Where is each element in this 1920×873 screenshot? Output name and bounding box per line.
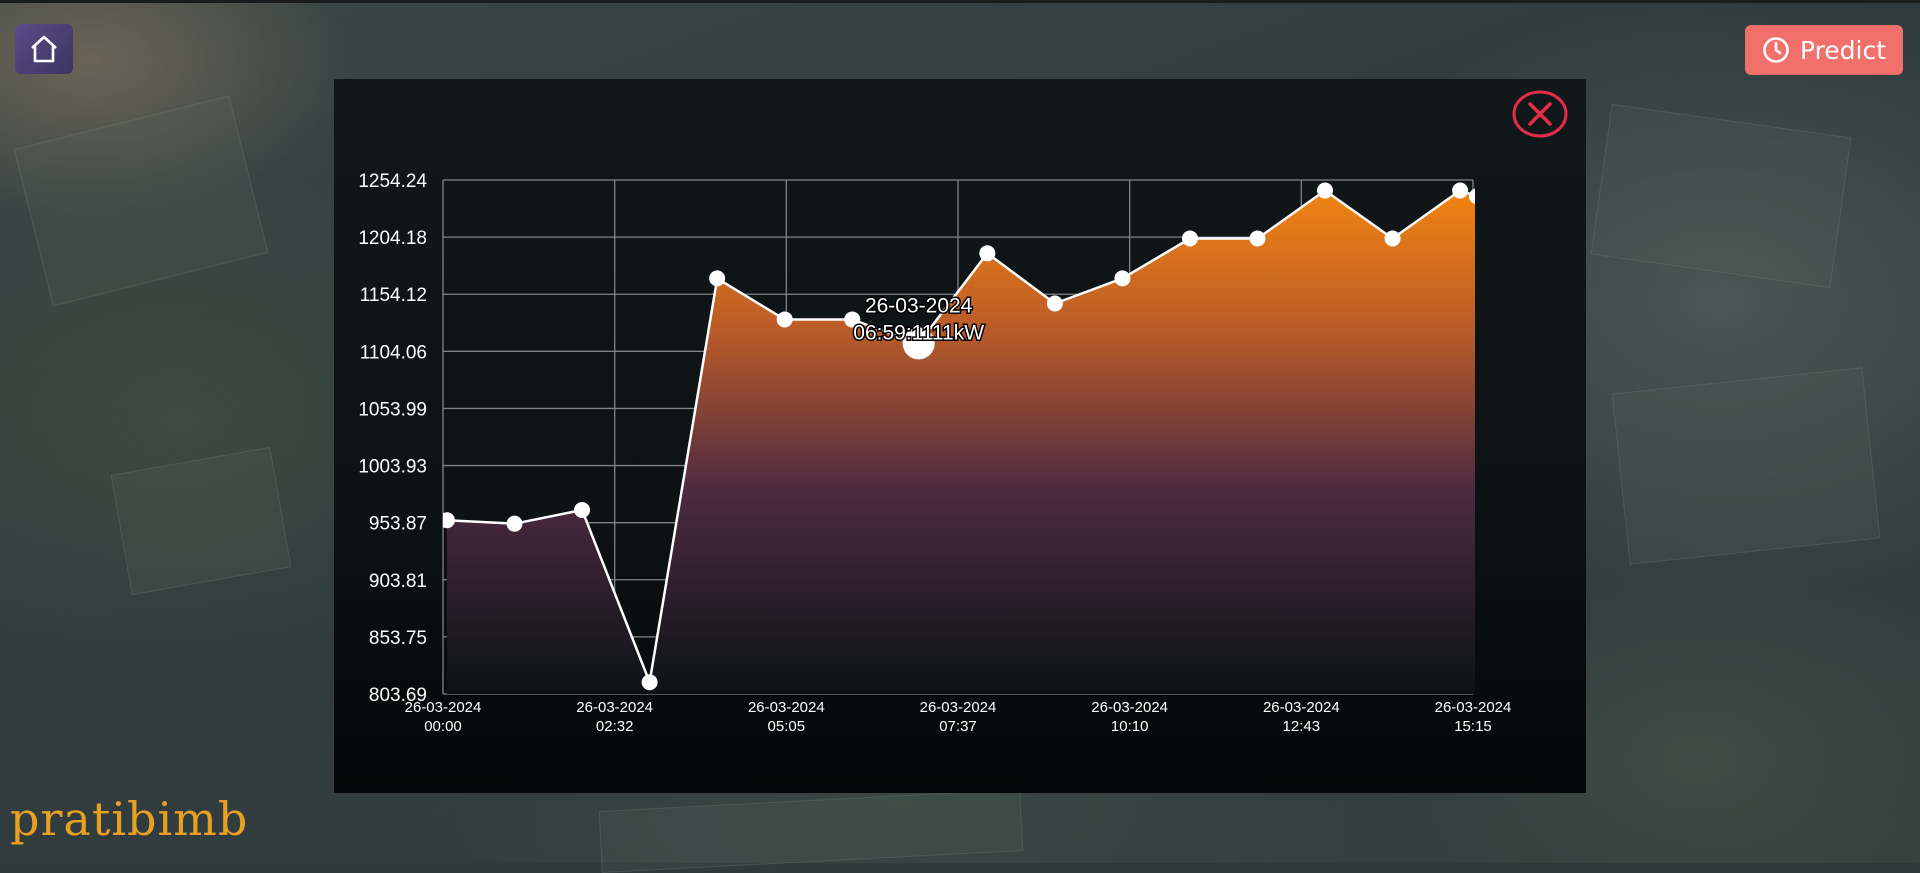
data-point[interactable] [1181,230,1198,247]
x-tick-date: 26-03-2024 [1091,699,1168,716]
x-tick-date: 26-03-2024 [748,699,825,716]
top-edge [0,0,1920,3]
x-tick-date: 26-03-2024 [1435,699,1512,716]
y-tick-label: 1204.18 [358,228,427,249]
data-point[interactable] [1452,182,1469,199]
y-tick-label: 1104.06 [360,342,427,363]
data-point[interactable] [709,270,726,287]
y-tick-label: 1003.93 [358,457,427,478]
predict-button[interactable]: Predict [1745,25,1903,75]
y-tick-label: 1053.99 [358,399,427,420]
x-tick-time: 12:43 [1283,718,1321,735]
close-icon [1512,90,1568,138]
data-point[interactable] [776,311,793,328]
x-tick-date: 26-03-2024 [1263,699,1340,716]
x-tick-date: 26-03-2024 [576,699,653,716]
y-tick-label: 1154.12 [360,285,427,306]
tooltip-date: 26-03-2024 [865,294,973,317]
data-point[interactable] [979,245,996,262]
data-point[interactable] [1114,270,1131,287]
close-button[interactable] [1512,90,1568,138]
data-point[interactable] [439,512,455,529]
data-point[interactable] [506,515,523,532]
data-point-active[interactable] [902,327,935,360]
data-point[interactable] [1469,188,1485,204]
predict-label: Predict [1799,35,1887,65]
x-tick-date: 26-03-2024 [405,699,482,716]
x-tick-time: 15:15 [1454,718,1492,735]
y-tick-label: 903.81 [369,571,427,592]
home-button[interactable] [15,24,73,74]
data-point[interactable] [641,674,658,691]
x-tick-time: 05:05 [768,718,806,735]
y-tick-label: 803.69 [369,685,427,706]
y-tick-label: 953.87 [369,514,427,535]
x-tick-time: 00:00 [424,718,462,735]
x-tick-time: 02:32 [596,718,634,735]
data-point[interactable] [1384,230,1401,247]
x-tick-time: 07:37 [939,718,977,735]
tooltip-value: 06:59:1111kW [853,321,984,344]
y-tick-label: 853.75 [369,628,427,649]
x-tick-time: 10:10 [1111,718,1149,735]
data-point[interactable] [1249,230,1266,247]
data-point[interactable] [574,501,591,518]
area-fill [447,190,1475,694]
clock-icon [1763,37,1789,63]
data-point[interactable] [844,311,861,328]
y-tick-label: 1254.24 [358,171,427,192]
home-icon [31,35,57,63]
data-point[interactable] [1317,182,1334,199]
data-point[interactable] [1046,295,1063,312]
x-tick-date: 26-03-2024 [920,699,997,716]
brand-logo: pratibimb [10,792,249,846]
